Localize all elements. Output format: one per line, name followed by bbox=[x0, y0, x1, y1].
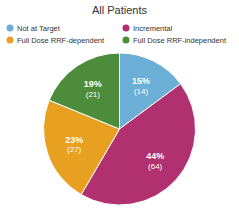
pct-label: 19% bbox=[84, 79, 102, 89]
title: All Patients bbox=[92, 4, 148, 16]
pct-label: 15% bbox=[132, 76, 150, 86]
count-label: (14) bbox=[134, 87, 149, 96]
pie bbox=[44, 53, 196, 205]
legend-label: Full Dose RRF-independent bbox=[133, 36, 227, 45]
legend-swatch bbox=[123, 25, 130, 32]
legend-item: Full Dose RRF-dependent bbox=[7, 36, 106, 45]
chart: All Patients Not at Target Incremental Full… bbox=[0, 0, 239, 211]
legend-item: Incremental bbox=[123, 24, 173, 33]
legend-item: Full Dose RRF-independent bbox=[123, 36, 227, 45]
pct-label: 23% bbox=[65, 135, 83, 145]
legend-swatch bbox=[123, 37, 130, 44]
slice bbox=[49, 53, 119, 129]
data-labels: 15%(14) 44%(64) 23%(27) 19%(21) bbox=[65, 76, 164, 170]
legend-swatch bbox=[7, 25, 14, 32]
legend: Not at Target Incremental Full Dose RRF-de… bbox=[7, 24, 227, 45]
legend-item: Not at Target bbox=[7, 24, 61, 33]
legend-label: Incremental bbox=[133, 24, 173, 33]
count-label: (21) bbox=[86, 90, 101, 99]
pct-label: 44% bbox=[146, 151, 164, 161]
legend-swatch bbox=[7, 37, 14, 44]
legend-label: Not at Target bbox=[17, 24, 61, 33]
legend-label: Full Dose RRF-dependent bbox=[17, 36, 105, 45]
count-label: (27) bbox=[67, 145, 82, 154]
count-label: (64) bbox=[148, 162, 163, 171]
